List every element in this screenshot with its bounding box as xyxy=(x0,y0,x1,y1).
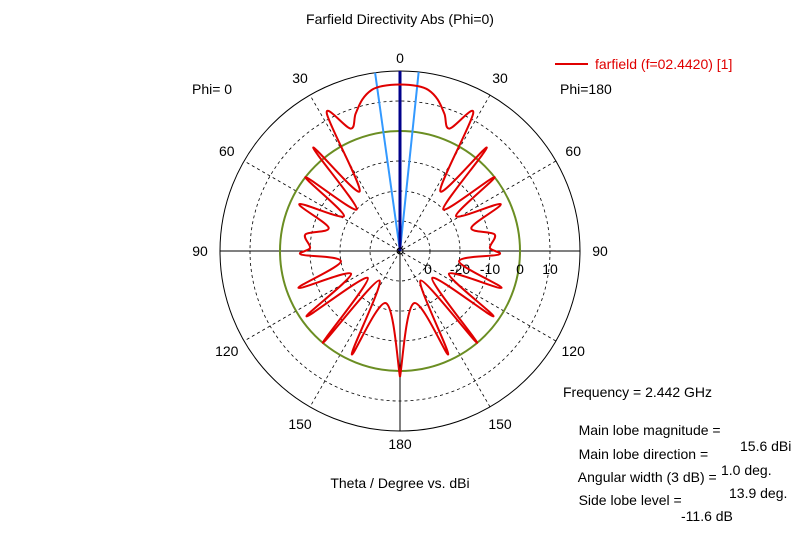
angle-label-right: 30 xyxy=(492,70,508,86)
side-lobe-level-label: Side lobe level = xyxy=(578,492,682,508)
main-lobe-direction-label: Main lobe direction = xyxy=(578,446,709,462)
chart-title: Farfield Directivity Abs (Phi=0) xyxy=(306,11,494,27)
angular-width-value: 13.9 deg. xyxy=(729,485,788,501)
main-lobe-direction: Main lobe direction = 1.0 deg. xyxy=(563,430,772,494)
main-lobe-magnitude: Main lobe magnitude = 15.6 dBi xyxy=(563,406,792,470)
series-line xyxy=(297,83,503,378)
side-lobe-level-value: -11.6 dB xyxy=(681,508,733,524)
radial-tick-labels: -20 -10 0 100 xyxy=(424,261,558,277)
center-marker xyxy=(396,247,404,255)
phi-right-label: Phi=180 xyxy=(560,81,612,97)
series-group xyxy=(297,83,503,378)
angle-labels: 30 30 60 60 90 90 120 120 150 150 0 180 xyxy=(192,50,608,452)
radial-tick-label: -10 xyxy=(480,261,500,277)
angle-label-right: 150 xyxy=(488,416,512,432)
angle-label-right: 120 xyxy=(562,343,586,359)
angle-label-left: 120 xyxy=(215,343,239,359)
angle-label-left: 30 xyxy=(292,70,308,86)
phi-left-label: Phi= 0 xyxy=(192,81,232,97)
angle-label-bottom: 180 xyxy=(388,436,412,452)
angle-label-top: 0 xyxy=(396,50,404,66)
main-lobe-direction-value: 1.0 deg. xyxy=(721,462,772,478)
beamwidth-line xyxy=(374,72,401,252)
radial-tick-label: 0 xyxy=(516,261,524,277)
radial-tick-label: 0 xyxy=(424,261,432,277)
legend-entry: farfield (f=02.4420) [1] xyxy=(595,56,732,72)
angle-label-right: 60 xyxy=(565,143,581,159)
angle-label-left: 60 xyxy=(219,143,235,159)
angle-label-left: 90 xyxy=(192,243,208,259)
frequency-text: Frequency = 2.442 GHz xyxy=(563,384,713,400)
radial-tick-label: 10 xyxy=(542,261,558,277)
polar-chart: Farfield Directivity Abs (Phi=0) 30 30 60 6… xyxy=(192,11,732,491)
legend: farfield (f=02.4420) [1] xyxy=(555,56,732,72)
x-axis-label: Theta / Degree vs. dBi xyxy=(330,475,469,491)
beam-lines xyxy=(374,71,420,252)
angular-width: Angular width (3 dB) = 13.9 deg. xyxy=(563,453,788,517)
angle-label-right: 90 xyxy=(592,243,608,259)
main-lobe-magnitude-value: 15.6 dBi xyxy=(740,438,792,454)
side-lobe-level: Side lobe level = -11.6 dB xyxy=(563,476,733,540)
angular-width-label: Angular width (3 dB) = xyxy=(577,469,717,485)
main-lobe-magnitude-label: Main lobe magnitude = xyxy=(578,422,721,438)
beamwidth-line xyxy=(399,71,420,252)
angle-label-left: 150 xyxy=(288,416,312,432)
